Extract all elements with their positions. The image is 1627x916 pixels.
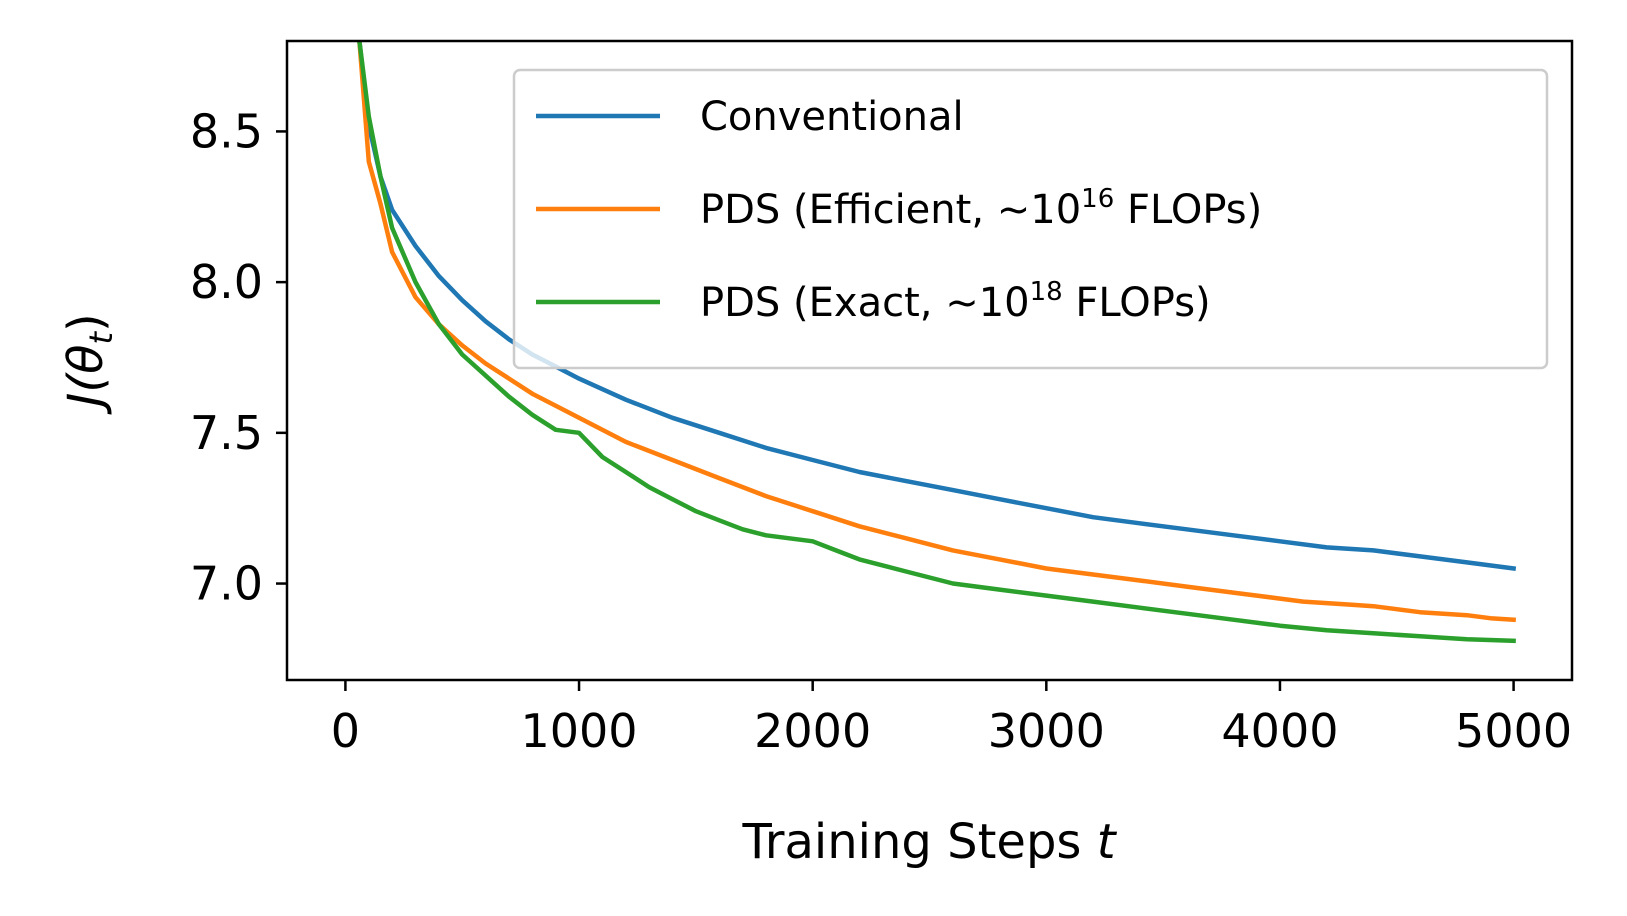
series-line-1 [357, 41, 1516, 623]
x-axis-label-text: Training Steps [741, 814, 1081, 870]
x-tick-label: 3000 [988, 704, 1105, 758]
series-line-0 [357, 41, 1517, 572]
y-axis-label-text: J(θ [58, 345, 114, 415]
legend-items: Conventional PDS (Efficient, ~1016 FLOPs)… [536, 94, 1262, 326]
legend-box [512, 68, 1549, 370]
y-tick-label: 8.5 [190, 104, 263, 158]
y-axis-label-subscript: t [82, 331, 120, 345]
x-axis-ticks: 0 1000 2000 3000 4000 5000 [331, 680, 1572, 758]
y-tick-label: 8.0 [190, 255, 263, 309]
y-axis-label: J(θt) [58, 313, 120, 415]
x-tick-label: 2000 [754, 704, 871, 758]
x-axis-label: Training Steps t [741, 814, 1117, 870]
plot-area-frame [285, 39, 1574, 682]
y-axis-label-close: ) [58, 313, 114, 332]
x-axis-label-variable: t [1097, 814, 1118, 870]
y-tick-label: 7.5 [190, 406, 263, 460]
series-line-2 [357, 41, 1516, 644]
y-axis-ticks: 7.0 7.5 8.0 8.5 [190, 104, 287, 611]
y-tick-label: 7.0 [190, 557, 263, 611]
series-layer [357, 41, 1517, 644]
x-tick-label: 1000 [521, 704, 638, 758]
legend: Conventional PDS (Efficient, ~1016 FLOPs)… [512, 68, 1549, 370]
legend-label-2: PDS (Exact, ~1018 FLOPs) [700, 277, 1211, 326]
x-tick-label: 4000 [1221, 704, 1338, 758]
x-tick-label: 5000 [1455, 704, 1572, 758]
legend-label-0: Conventional [700, 94, 964, 140]
legend-label-1: PDS (Efficient, ~1016 FLOPs) [700, 184, 1262, 233]
x-tick-label: 0 [331, 704, 360, 758]
